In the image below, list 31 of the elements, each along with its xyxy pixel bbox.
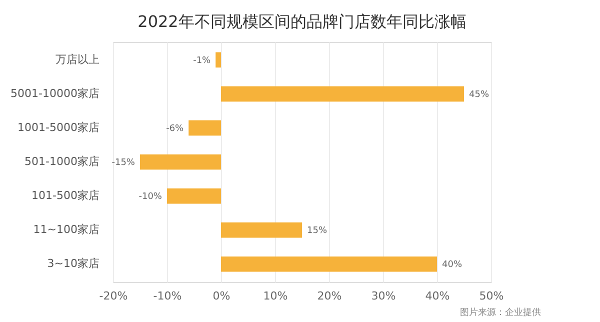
x-tick-label: 30% bbox=[371, 290, 396, 302]
x-tick-label: -20% bbox=[99, 290, 128, 302]
y-tick-label: 11~100家店 bbox=[33, 223, 100, 236]
bar bbox=[216, 52, 221, 68]
x-tick-label: 50% bbox=[479, 290, 504, 302]
x-tick-label: 10% bbox=[263, 290, 288, 302]
data-label: 45% bbox=[469, 90, 490, 100]
data-label: -15% bbox=[112, 158, 136, 168]
y-tick-label: 1001-5000家店 bbox=[18, 120, 100, 134]
bar bbox=[221, 86, 464, 102]
x-tick-label: 40% bbox=[425, 290, 450, 302]
x-tick-label: 20% bbox=[317, 290, 342, 302]
data-label: 40% bbox=[442, 260, 462, 270]
y-tick-label: 3~10家店 bbox=[47, 257, 100, 270]
chart-title: 2022年不同规模区间的品牌门店数年同比涨幅 bbox=[138, 12, 466, 31]
y-tick-label: 万店以上 bbox=[56, 52, 100, 66]
data-label: -1% bbox=[193, 56, 212, 66]
y-tick-label: 101-500家店 bbox=[32, 189, 100, 202]
y-tick-label: 5001-10000家店 bbox=[10, 86, 100, 100]
x-tick-label: -10% bbox=[153, 290, 182, 302]
bar bbox=[221, 256, 437, 272]
data-label: -10% bbox=[138, 192, 162, 202]
y-tick-label: 501-1000家店 bbox=[24, 155, 100, 168]
data-label: 15% bbox=[307, 226, 328, 236]
x-tick-label: 0% bbox=[212, 290, 230, 302]
bar bbox=[167, 188, 221, 204]
text: 图片来源：企业提供 bbox=[460, 307, 541, 318]
data-label: -6% bbox=[166, 124, 184, 134]
bar bbox=[221, 222, 302, 238]
bar bbox=[140, 154, 221, 170]
bar bbox=[188, 120, 221, 136]
